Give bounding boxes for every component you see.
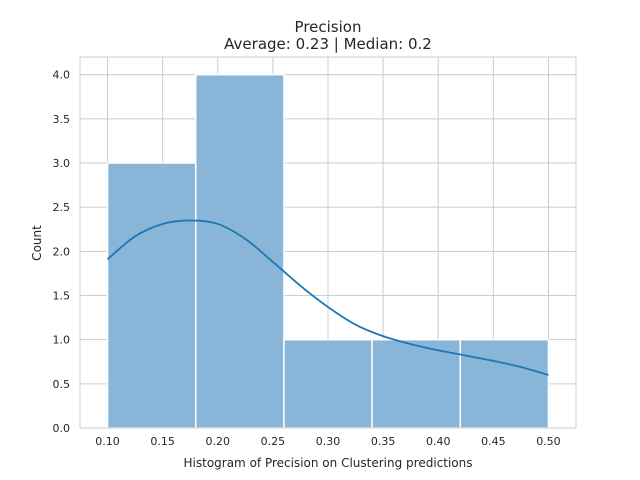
x-tick-label: 0.40	[426, 435, 451, 448]
y-tick-label: 0.0	[53, 422, 71, 435]
y-tick-label: 0.5	[53, 378, 71, 391]
y-tick-label: 3.5	[53, 113, 71, 126]
histogram-bar	[106, 162, 197, 429]
y-axis-label: Count	[30, 225, 44, 261]
x-tick-label: 0.15	[150, 435, 175, 448]
plot-area-frame	[79, 56, 577, 429]
histogram-bar	[371, 338, 462, 429]
chart-subtitle: Average: 0.23 | Median: 0.2	[224, 35, 432, 53]
x-axis-label: Histogram of Precision on Clustering pre…	[184, 456, 473, 470]
x-tick-label: 0.50	[536, 435, 561, 448]
histogram-bar	[283, 338, 373, 429]
y-tick-label: 4.0	[53, 69, 71, 82]
x-tick-label: 0.45	[481, 435, 506, 448]
x-tick-label: 0.30	[316, 435, 341, 448]
x-tick-label: 0.35	[371, 435, 396, 448]
x-tick-label: 0.10	[95, 435, 120, 448]
y-tick-label: 3.0	[53, 157, 71, 170]
y-tick-label: 2.5	[53, 201, 71, 214]
x-tick-labels: 0.10 0.15 0.20 0.25 0.30 0.35 0.40 0.45 0.50	[95, 435, 560, 448]
kde-curve	[106, 219, 549, 376]
y-tick-label: 2.0	[53, 245, 71, 258]
histogram-bars	[106, 73, 550, 429]
y-tick-label: 1.5	[53, 290, 71, 303]
x-tick-label: 0.25	[261, 435, 286, 448]
x-tick-label: 0.20	[206, 435, 231, 448]
histogram-bar	[194, 73, 285, 429]
y-tick-label: 1.0	[53, 334, 71, 347]
y-tick-labels: 0.0 0.5 1.0 1.5 2.0 2.5 3.0 3.5 4.0	[53, 69, 71, 435]
chart-title: Precision	[295, 18, 362, 36]
histogram-bar	[459, 338, 550, 429]
